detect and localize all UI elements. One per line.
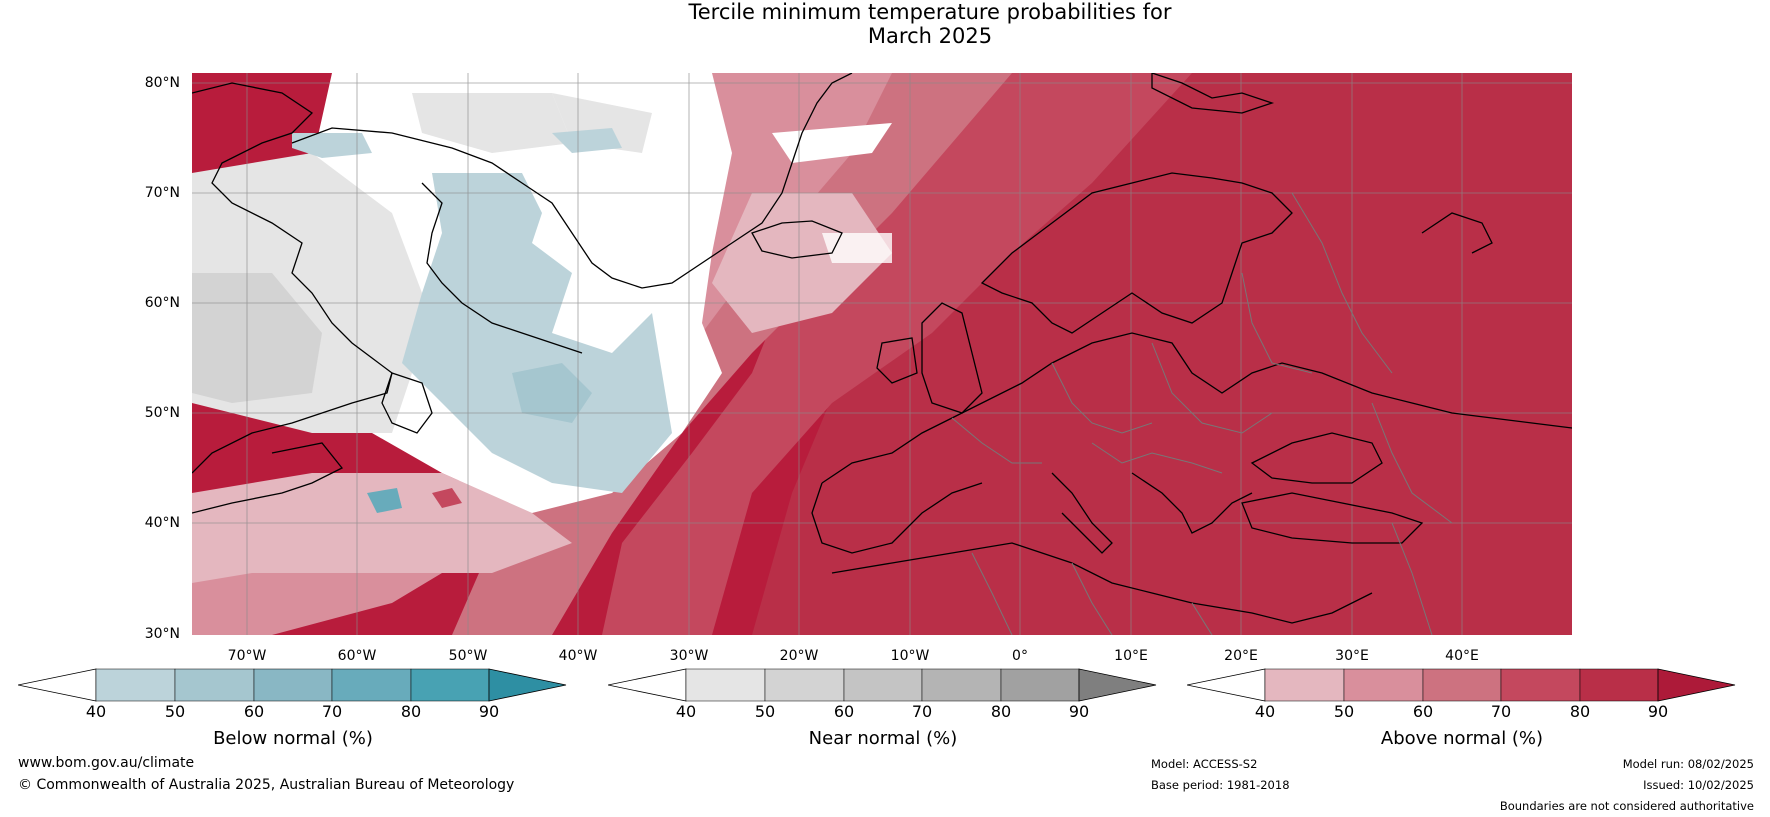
coast-novaya — [1421, 212, 1493, 254]
coast-gb — [921, 302, 983, 414]
lon-label-20w: 20°W — [779, 648, 819, 664]
above-tick-50: 50 — [1333, 702, 1355, 721]
lon-label-30w: 30°W — [669, 648, 709, 664]
below-tick-40: 40 — [85, 702, 107, 721]
title-line-2: March 2025 — [867, 24, 993, 48]
coast-svalbard — [1151, 73, 1275, 114]
near-tick-40: 40 — [675, 702, 697, 721]
lon-label-50w: 50°W — [448, 648, 488, 664]
lon-label-30e: 30°E — [1335, 648, 1369, 664]
lat-label-40n: 40°N — [144, 515, 180, 531]
zone-below-50b — [292, 133, 372, 158]
below-tick-60: 60 — [243, 702, 265, 721]
zone-above-red-spot — [432, 488, 462, 508]
near-tick-90: 90 — [1068, 702, 1090, 721]
title-line-1: Tercile minimum temperature probabilitie… — [688, 0, 1172, 24]
zone-below-60 — [512, 363, 592, 423]
zone-below-70 — [367, 488, 402, 513]
near-tick-80: 80 — [990, 702, 1012, 721]
lon-label-40e: 40°E — [1445, 648, 1479, 664]
lat-label-80n: 80°N — [144, 75, 180, 91]
coast-canada — [192, 82, 393, 474]
above-tick-60: 60 — [1412, 702, 1434, 721]
coast-newfoundland — [381, 372, 433, 434]
near-tick-70: 70 — [911, 702, 933, 721]
lat-label-30n: 30°N — [144, 626, 180, 642]
above-tick-80: 80 — [1569, 702, 1591, 721]
zone-near-50b — [412, 93, 572, 153]
near-tick-50: 50 — [754, 702, 776, 721]
above-tick-90: 90 — [1647, 702, 1669, 721]
lon-label-0: 0° — [1012, 648, 1028, 664]
zone-above-40b — [712, 193, 892, 333]
latitude-axis: 80°N 70°N 60°N 50°N 40°N 30°N — [120, 73, 180, 642]
lon-label-60w: 60°W — [337, 648, 377, 664]
below-label: Below normal (%) — [213, 728, 373, 749]
coastlines — [192, 73, 1572, 624]
colorbar-below-svg — [18, 668, 567, 702]
below-tick-80: 80 — [400, 702, 422, 721]
coast-europe — [821, 332, 1572, 484]
map-title: Tercile minimum temperature probabilitie… — [0, 0, 1770, 48]
lon-label-70w: 70°W — [227, 648, 267, 664]
coast-greenland-west — [421, 182, 583, 354]
near-tick-60: 60 — [833, 702, 855, 721]
near-label: Near normal (%) — [808, 728, 958, 749]
website-link[interactable]: www.bom.gov.au/climate — [18, 755, 195, 771]
below-tick-90: 90 — [478, 702, 500, 721]
colorbar-near: 40 50 60 70 80 90 Near normal (%) — [608, 668, 1158, 758]
coast-black-sea — [1250, 432, 1383, 484]
coast-turkey — [1241, 492, 1424, 544]
probability-map — [192, 73, 1572, 635]
colorbar-below: 40 50 60 70 80 90 Below normal (%) — [18, 668, 568, 758]
colorbar-above-svg — [1187, 668, 1736, 702]
lat-label-60n: 60°N — [144, 295, 180, 311]
disclaimer-text: Boundaries are not considered authoritat… — [1499, 799, 1754, 813]
coast-iberia — [811, 482, 983, 554]
coast-greenland — [291, 73, 853, 289]
zone-near-60 — [192, 273, 322, 403]
above-tick-40: 40 — [1254, 702, 1276, 721]
country-borders — [951, 192, 1453, 635]
copyright-text: © Commonwealth of Australia 2025, Austra… — [18, 777, 515, 793]
above-tick-70: 70 — [1490, 702, 1512, 721]
base-period-text: Base period: 1981-2018 — [1151, 778, 1290, 792]
zone-above-40 — [192, 473, 572, 583]
coast-balkans — [1131, 472, 1253, 534]
lat-label-70n: 70°N — [144, 185, 180, 201]
footer-model-info: Model: ACCESS-S2 Base period: 1981-2018 — [1151, 754, 1290, 796]
colorbar-above: 40 50 60 70 80 90 Above normal (%) — [1187, 668, 1737, 758]
coast-ireland — [876, 337, 918, 384]
zone-below-50c — [552, 128, 622, 153]
model-run-text: Model run: 08/02/2025 — [1622, 757, 1754, 771]
above-label: Above normal (%) — [1380, 728, 1544, 749]
below-tick-70: 70 — [321, 702, 343, 721]
coast-nova-scotia — [192, 442, 344, 514]
graticule — [192, 73, 1572, 635]
model-text: Model: ACCESS-S2 — [1151, 757, 1258, 771]
lon-label-10w: 10°W — [890, 648, 930, 664]
lat-label-50n: 50°N — [144, 405, 180, 421]
footer-left: www.bom.gov.au/climate © Commonwealth of… — [18, 752, 514, 796]
lon-label-40w: 40°W — [558, 648, 598, 664]
below-tick-50: 50 — [164, 702, 186, 721]
colorbar-near-svg — [608, 668, 1157, 702]
lon-label-20e: 20°E — [1224, 648, 1258, 664]
issued-text: Issued: 10/02/2025 — [1643, 778, 1754, 792]
footer-dates: Model run: 08/02/2025 Issued: 10/02/2025… — [1500, 754, 1754, 817]
lon-label-10e: 10°E — [1114, 648, 1148, 664]
zone-white-mid — [822, 233, 892, 263]
zone-above-70 — [602, 73, 1192, 635]
coast-italy — [1051, 472, 1113, 554]
coast-iceland — [751, 220, 843, 259]
coast-north-africa — [831, 542, 1373, 624]
longitude-axis: 70°W 60°W 50°W 40°W 30°W 20°W 10°W 0° 10… — [192, 648, 1572, 668]
coast-scandinavia — [980, 172, 1293, 334]
map-svg — [192, 73, 1572, 635]
